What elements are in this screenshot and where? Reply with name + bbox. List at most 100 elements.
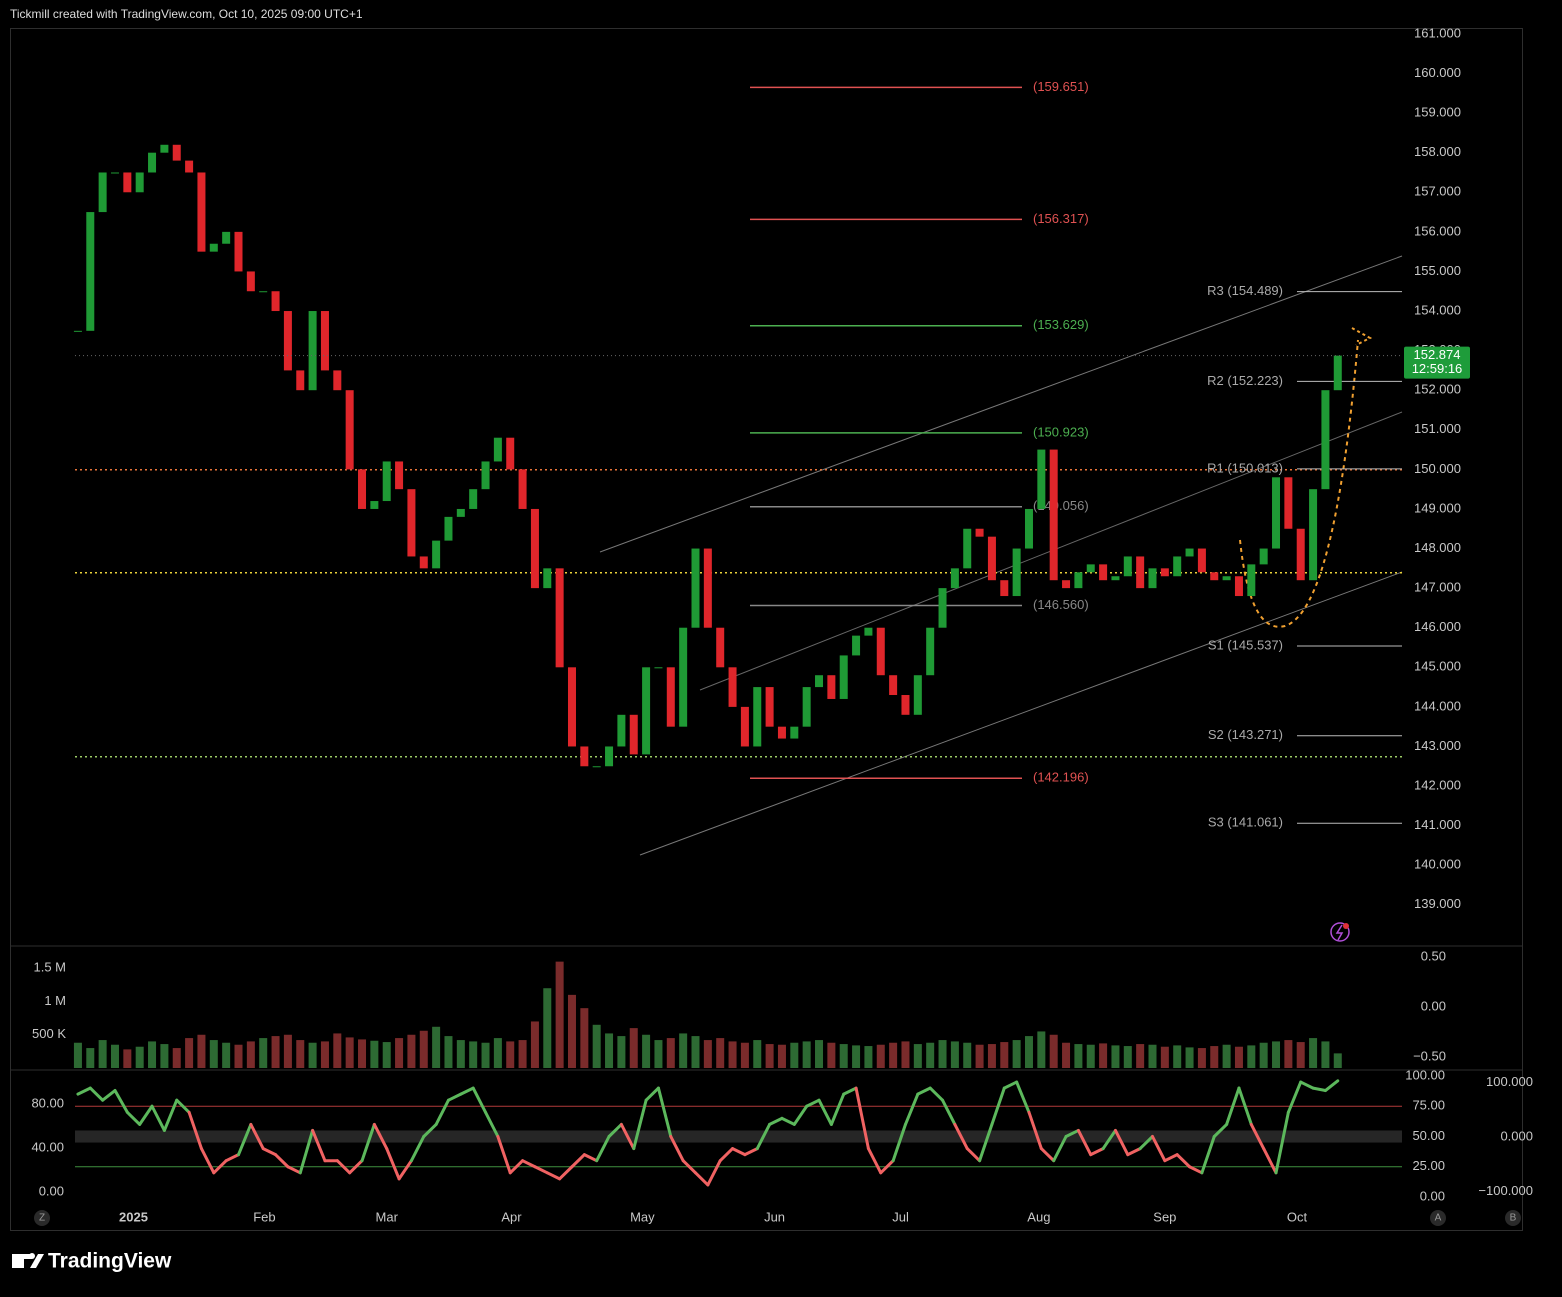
oscillator-segment <box>237 1122 253 1157</box>
oscillator-segment <box>125 1110 142 1126</box>
volume-bar <box>1000 1042 1009 1068</box>
candle <box>382 461 391 502</box>
candle <box>1222 576 1231 581</box>
volume-bar <box>950 1041 959 1068</box>
y-tick-label: −100.000 <box>1478 1183 1533 1198</box>
candle <box>543 568 552 589</box>
oscillator-segment <box>113 1089 129 1114</box>
oscillator-segment <box>88 1086 105 1102</box>
y-tick-label: 0.00 <box>39 1183 64 1198</box>
candle <box>666 667 675 727</box>
projection-arrow <box>1239 339 1359 628</box>
candle <box>802 687 811 727</box>
oscillator-segment <box>150 1104 166 1132</box>
oscillator-segment <box>162 1098 179 1132</box>
oscillator-segment <box>101 1089 117 1102</box>
volume-bar <box>592 1024 601 1068</box>
volume-bar <box>98 1040 107 1068</box>
axis-button[interactable] <box>1505 1210 1521 1226</box>
axis-button[interactable] <box>34 1210 50 1226</box>
y-tick-label: 161.000 <box>1414 25 1461 40</box>
volume-bar <box>358 1039 367 1068</box>
volume-bar <box>765 1044 774 1068</box>
candle <box>642 667 651 755</box>
candle <box>407 489 416 557</box>
volume-bar <box>1222 1044 1231 1068</box>
y-tick-label: 145.000 <box>1414 659 1461 674</box>
oscillator-segment <box>212 1159 228 1175</box>
candle <box>1333 355 1342 391</box>
volume-bar <box>1136 1044 1145 1068</box>
volume-bar <box>642 1034 651 1068</box>
oscillator-segment <box>903 1092 920 1126</box>
oscillator-segment <box>471 1086 488 1114</box>
candle <box>1197 548 1206 573</box>
oscillator-segment <box>681 1159 698 1175</box>
oscillator-segment <box>335 1159 352 1175</box>
oscillator-segment <box>1299 1080 1315 1090</box>
candle <box>172 144 181 161</box>
candle <box>1321 390 1330 490</box>
oscillator-segment <box>508 1159 525 1175</box>
fib-label: (159.651) <box>1033 79 1089 94</box>
candle <box>1062 580 1071 589</box>
volume-bar <box>1309 1038 1318 1068</box>
oscillator-segment <box>1027 1110 1043 1151</box>
oscillator-segment <box>866 1147 883 1175</box>
oscillator-segment <box>496 1135 512 1175</box>
y-tick-label: 154.000 <box>1414 302 1461 317</box>
volume-bar <box>518 1040 527 1068</box>
candle <box>839 655 848 699</box>
y-tick-label: 157.000 <box>1414 184 1461 199</box>
oscillator-segment <box>372 1122 389 1151</box>
candle <box>370 501 379 509</box>
candle <box>740 706 749 747</box>
logo: TradingView <box>12 1250 172 1273</box>
volume-bar <box>1296 1042 1305 1068</box>
y-tick-label: 75.00 <box>1412 1098 1445 1113</box>
y-tick-label: 0.50 <box>1421 948 1446 963</box>
oscillator-segment <box>854 1086 870 1151</box>
candle <box>567 667 576 747</box>
candle <box>308 311 317 391</box>
x-tick-label: 2025 <box>119 1209 148 1224</box>
candle <box>1074 572 1083 589</box>
volume-bar <box>1074 1044 1083 1068</box>
x-tick-label: Feb <box>253 1209 275 1224</box>
pivot-label: S2 (143.271) <box>1208 727 1283 742</box>
candle <box>815 675 824 688</box>
oscillator-segment <box>397 1159 413 1181</box>
oscillator-segment <box>1237 1086 1253 1126</box>
volume-bar <box>1210 1046 1219 1068</box>
axis-button[interactable] <box>1430 1210 1446 1226</box>
oscillator-segment <box>669 1135 685 1163</box>
volume-bar <box>691 1036 700 1068</box>
y-tick-label: 100.00 <box>1405 1067 1445 1082</box>
volume-bar <box>271 1036 280 1068</box>
logo-mark <box>29 1253 35 1259</box>
oscillator-segment <box>446 1092 463 1102</box>
candle <box>938 588 947 628</box>
candle <box>852 635 861 656</box>
y-tick-label: 148.000 <box>1414 540 1461 555</box>
volume-bar <box>1062 1042 1071 1068</box>
oscillator-segment <box>607 1122 623 1139</box>
volume-bar <box>308 1042 317 1068</box>
volume-bar <box>407 1034 416 1068</box>
oscillator-segment <box>953 1122 969 1151</box>
y-tick-label: 0.00 <box>1420 1188 1445 1203</box>
oscillator-segment <box>805 1098 821 1108</box>
candle <box>234 231 243 272</box>
volume-bar <box>938 1040 947 1068</box>
fib-label: (153.629) <box>1033 317 1089 332</box>
pivot-label: R1 (150.013) <box>1207 460 1283 475</box>
header-title: Tickmill created with TradingView.com, O… <box>10 7 363 21</box>
oscillator-segment <box>817 1098 833 1126</box>
alert-icon[interactable] <box>1330 922 1350 942</box>
candle <box>950 568 959 589</box>
volume-bar <box>716 1038 725 1068</box>
y-tick-label: 25.00 <box>1412 1158 1445 1173</box>
candle <box>123 172 132 193</box>
candle <box>1185 548 1194 557</box>
oscillator-segment <box>1175 1153 1192 1169</box>
